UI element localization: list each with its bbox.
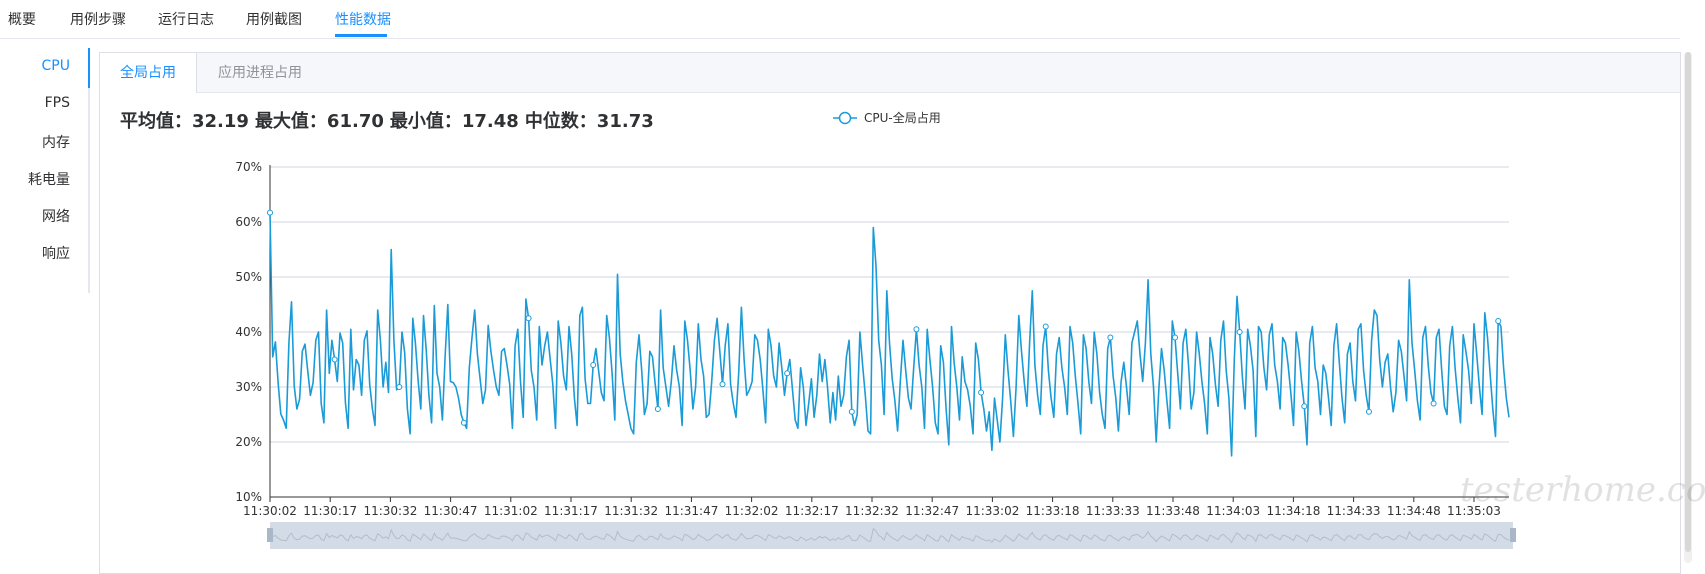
stat-median: 中位数：31.73 — [524, 111, 654, 132]
y-axis-labels: 10% 20% 30% 40% 50% 60% 70% — [235, 160, 262, 504]
x-tick-label: 11:33:48 — [1146, 504, 1200, 518]
tab-global-usage[interactable]: 全局占用 — [100, 53, 197, 93]
data-point — [1301, 403, 1308, 410]
cpu-stats: 平均值：32.19 最大值：61.70 最小值：17.48 中位数：31.73 — [120, 107, 660, 133]
sidebar-item-cpu[interactable]: CPU — [41, 58, 70, 74]
active-metric-indicator — [88, 48, 90, 88]
cpu-card: 全局占用 应用进程占用 — [99, 52, 1681, 574]
zoom-slider[interactable] — [267, 522, 1516, 549]
active-tab-indicator — [335, 34, 387, 37]
sidebar-item-memory[interactable]: 内存 — [42, 135, 70, 151]
y-tick-label: 50% — [235, 270, 262, 284]
x-tick-label: 11:32:02 — [725, 504, 779, 518]
legend-marker — [838, 111, 852, 125]
series-line-cpu[interactable] — [269, 212, 1510, 457]
scrollbar-thumb[interactable] — [1685, 52, 1691, 552]
x-tick-label: 11:32:32 — [845, 504, 899, 518]
data-point — [654, 406, 661, 412]
x-tick-label: 11:30:47 — [424, 504, 478, 518]
card-tab-bar — [100, 53, 1680, 93]
data-point — [460, 419, 467, 426]
legend[interactable]: CPU-全局占用 — [833, 110, 941, 125]
x-tick-label: 11:31:17 — [544, 504, 598, 518]
sidebar-item-network[interactable]: 网络 — [42, 209, 70, 225]
metric-sidebar: CPU FPS 内存 耗电量 网络 响应 — [0, 48, 90, 293]
stat-min: 最小值：17.48 — [389, 111, 519, 132]
sidebar-item-power[interactable]: 耗电量 — [28, 172, 70, 188]
x-tick-label: 11:31:32 — [604, 504, 658, 518]
x-tick-label: 11:30:32 — [363, 504, 417, 518]
data-point — [525, 315, 532, 322]
series-markers — [267, 209, 1502, 426]
watermark-text: testerhome.com — [1460, 470, 1705, 510]
x-tick-label: 11:31:47 — [664, 504, 718, 518]
legend-label: CPU-全局占用 — [864, 110, 941, 125]
data-point — [719, 381, 726, 388]
x-tick-label: 11:33:02 — [965, 504, 1019, 518]
y-tick-label: 20% — [235, 435, 262, 449]
data-point — [1172, 334, 1179, 341]
y-tick-label: 60% — [235, 215, 262, 229]
x-tick-label: 11:32:17 — [785, 504, 839, 518]
x-tick-label: 11:33:33 — [1086, 504, 1140, 518]
data-point — [1430, 400, 1437, 407]
data-point — [267, 209, 273, 216]
data-point — [978, 389, 985, 396]
x-tick-label: 11:33:18 — [1026, 504, 1080, 518]
data-point — [396, 384, 403, 390]
y-tick-label: 40% — [235, 325, 262, 339]
zoom-slider-track — [270, 522, 1513, 549]
y-tick-label: 10% — [235, 490, 262, 504]
y-tick-label: 30% — [235, 380, 262, 394]
x-axis-labels: 11:30:02 11:30:17 11:30:32 11:30:47 11:31:02… — [243, 504, 1501, 518]
x-tick-label: 11:35:03 — [1447, 504, 1501, 518]
x-tick-label: 11:32:47 — [905, 504, 959, 518]
x-tick-label: 11:31:02 — [484, 504, 538, 518]
vertical-scrollbar[interactable] — [1684, 52, 1692, 563]
data-point — [784, 370, 791, 377]
grid-lines — [270, 166, 1509, 443]
stat-average: 平均值：32.19 — [120, 111, 249, 132]
tab-case-steps[interactable]: 用例步骤 — [70, 12, 126, 28]
tab-performance-data[interactable]: 性能数据 — [335, 12, 391, 28]
data-point — [1042, 323, 1049, 330]
data-point — [331, 356, 338, 363]
zoom-slider-preview — [269, 527, 1510, 544]
tab-app-process-usage[interactable]: 应用进程占用 — [218, 65, 302, 81]
data-point — [848, 408, 855, 415]
y-tick-label: 70% — [235, 160, 262, 174]
x-tick-label: 11:34:48 — [1387, 504, 1441, 518]
x-tick-label: 11:34:18 — [1266, 504, 1320, 518]
x-tick-label: 11:34:03 — [1206, 504, 1260, 518]
data-point — [913, 326, 920, 333]
x-tick-label: 11:30:17 — [303, 504, 357, 518]
zoom-handle-right[interactable] — [1510, 528, 1516, 542]
data-point — [1236, 329, 1243, 335]
tab-overview[interactable]: 概要 — [8, 12, 36, 28]
x-tick-label: 11:34:33 — [1327, 504, 1381, 518]
sidebar-item-fps[interactable]: FPS — [44, 95, 70, 111]
data-point — [1107, 334, 1114, 341]
stat-max: 最大值：61.70 — [254, 111, 384, 132]
sidebar-item-response[interactable]: 响应 — [42, 246, 70, 262]
x-tick-label: 11:30:02 — [243, 504, 297, 518]
data-point — [1495, 318, 1502, 324]
top-tab-bar: 概要 用例步骤 运行日志 用例截图 性能数据 — [0, 0, 1680, 39]
x-axis-ticks — [269, 497, 1475, 502]
data-point — [590, 362, 597, 368]
tab-case-screenshots[interactable]: 用例截图 — [246, 12, 302, 28]
zoom-handle-left[interactable] — [267, 528, 273, 542]
data-point — [1365, 408, 1372, 415]
tab-run-log[interactable]: 运行日志 — [158, 12, 214, 28]
